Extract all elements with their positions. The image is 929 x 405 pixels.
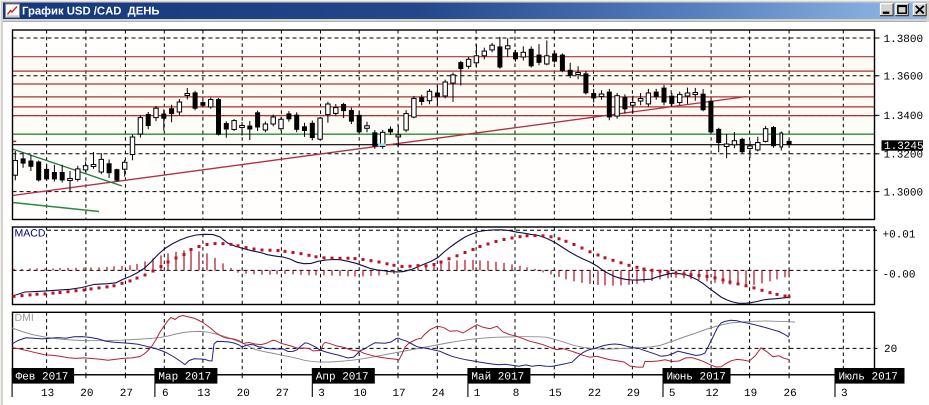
svg-text:График USD /CAD ДЕНЬ: График USD /CAD ДЕНЬ [22, 6, 160, 18]
svg-text:Мар 2017: Мар 2017 [158, 372, 211, 384]
svg-text:20: 20 [237, 388, 250, 400]
svg-text:Фев 2017: Фев 2017 [16, 372, 69, 384]
svg-text:1.3000: 1.3000 [884, 187, 924, 199]
svg-text:1.3400: 1.3400 [884, 111, 924, 123]
svg-text:12: 12 [706, 388, 719, 400]
svg-text:13: 13 [41, 388, 54, 400]
svg-text:20: 20 [80, 388, 93, 400]
svg-text:20: 20 [884, 344, 897, 356]
svg-text:22: 22 [588, 388, 601, 400]
svg-text:1.3245: 1.3245 [884, 141, 924, 153]
svg-text:Апр 2017: Апр 2017 [316, 372, 369, 384]
svg-text:8: 8 [513, 388, 520, 400]
svg-text:DMI: DMI [15, 312, 34, 324]
svg-text:13: 13 [197, 388, 210, 400]
svg-text:MACD: MACD [15, 228, 46, 240]
svg-text:+0.01: +0.01 [883, 229, 916, 241]
svg-text:27: 27 [120, 388, 133, 400]
svg-text:15: 15 [549, 388, 562, 400]
svg-text:Июнь 2017: Июнь 2017 [667, 372, 726, 384]
svg-text:10: 10 [354, 388, 367, 400]
svg-text:6: 6 [162, 388, 169, 400]
svg-text:1: 1 [474, 388, 481, 400]
svg-text:5: 5 [669, 388, 676, 400]
svg-text:1.3600: 1.3600 [884, 72, 924, 84]
svg-text:24: 24 [432, 388, 446, 400]
svg-text:19: 19 [744, 388, 757, 400]
svg-text:Июль 2017: Июль 2017 [839, 372, 898, 384]
svg-text:1.3800: 1.3800 [884, 34, 924, 46]
svg-text:3: 3 [841, 388, 848, 400]
svg-text:-0.00: -0.00 [883, 269, 916, 281]
svg-text:27: 27 [276, 388, 289, 400]
svg-text:26: 26 [784, 388, 797, 400]
svg-text:1.3200: 1.3200 [884, 150, 924, 162]
svg-text:29: 29 [627, 388, 640, 400]
svg-text:3: 3 [318, 388, 325, 400]
svg-text:17: 17 [392, 388, 405, 400]
svg-text:Май 2017: Май 2017 [471, 372, 524, 384]
